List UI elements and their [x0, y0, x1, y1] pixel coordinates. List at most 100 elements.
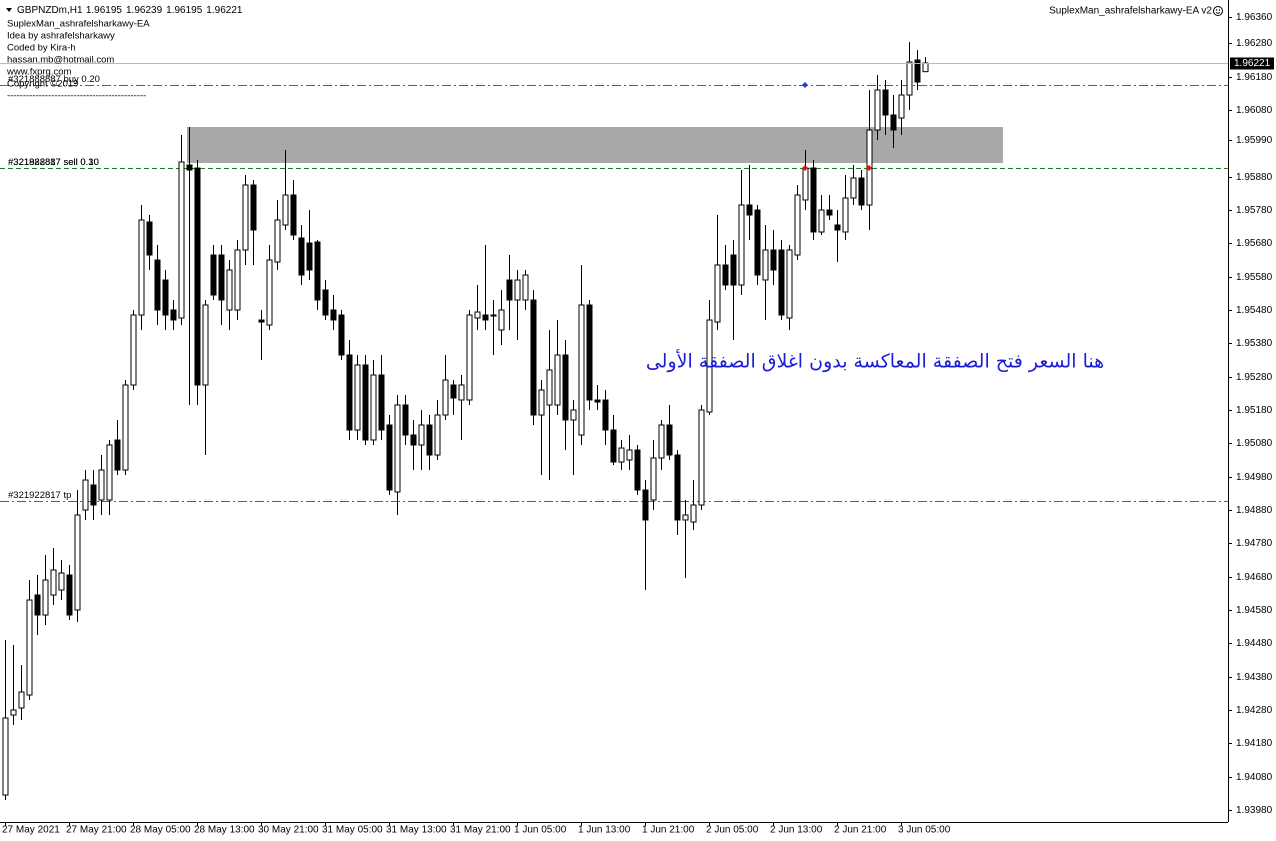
- candle-body: [810, 167, 817, 233]
- candle-body: [434, 414, 441, 456]
- candle-body: [722, 264, 729, 286]
- y-tick-label: 1.94280: [1236, 705, 1273, 716]
- x-tick-label: 30 May 21:00: [258, 825, 319, 836]
- candle-body: [314, 241, 321, 301]
- plot-area: #321888887 buy 0.20#321888887 sell 0.10#…: [0, 42, 1228, 800]
- candle-body: [706, 319, 713, 413]
- candle-body: [802, 167, 809, 201]
- candle-body: [26, 599, 33, 696]
- candle-body: [346, 354, 353, 431]
- candle-body: [674, 454, 681, 521]
- candle-body: [642, 489, 649, 521]
- candle-body: [658, 424, 665, 459]
- x-tick-label: 1 Jun 05:00: [514, 825, 567, 836]
- candle-body: [250, 184, 257, 231]
- candle-body: [218, 254, 225, 301]
- x-tick-label: 27 May 21:00: [66, 825, 127, 836]
- x-tick-label: 28 May 13:00: [194, 825, 255, 836]
- candle-body: [258, 319, 265, 323]
- candle-body: [530, 299, 537, 416]
- candle-body: [42, 579, 49, 616]
- info-line: www.fxprg.com: [6, 67, 71, 78]
- candle-body: [330, 309, 337, 321]
- candle-body: [738, 204, 745, 286]
- candle-body: [274, 219, 281, 263]
- candle-body: [690, 504, 697, 523]
- candle-body: [130, 314, 137, 386]
- y-tick-label: 1.95080: [1236, 438, 1273, 449]
- candle-body: [450, 384, 457, 399]
- candle-body: [178, 161, 185, 319]
- candle-body: [498, 309, 505, 331]
- candle-body: [10, 709, 17, 716]
- candle-body: [370, 374, 377, 441]
- candle-body: [482, 314, 489, 321]
- candle-body: [602, 399, 609, 431]
- candle-body: [466, 314, 473, 401]
- x-tick-label: 1 Jun 13:00: [578, 825, 631, 836]
- candle-body: [586, 304, 593, 401]
- candle-body: [562, 354, 569, 421]
- order-label: #321888887 buy 0.20: [8, 74, 100, 85]
- info-line: Coded by Kira-h: [7, 43, 76, 54]
- candle-body: [538, 389, 545, 416]
- candle-body: [554, 354, 561, 406]
- candle-body: [410, 434, 417, 446]
- candle-body: [890, 114, 897, 131]
- y-tick-label: 1.95780: [1236, 205, 1273, 216]
- candle-body: [122, 384, 129, 471]
- candle-body: [146, 221, 153, 256]
- candle-body: [354, 364, 361, 431]
- candle-body: [626, 449, 633, 461]
- candle-body: [2, 717, 9, 796]
- y-tick-label: 1.94780: [1236, 538, 1273, 549]
- candle-body: [826, 209, 833, 216]
- info-line: Idea by ashrafelsharkawy: [7, 31, 115, 42]
- candle-body: [898, 94, 905, 119]
- y-tick-label: 1.95680: [1236, 238, 1273, 249]
- x-tick-label: 2 Jun 13:00: [770, 825, 823, 836]
- menu-triangle[interactable]: [6, 8, 12, 12]
- y-tick-label: 1.96080: [1236, 105, 1273, 116]
- y-tick-label: 1.95480: [1236, 305, 1273, 316]
- candle-body: [618, 447, 625, 463]
- candle-body: [210, 254, 217, 296]
- trade-marker: [802, 165, 808, 171]
- candle-body: [426, 424, 433, 456]
- candle-body: [682, 514, 689, 521]
- candle-body: [378, 374, 385, 431]
- candle-body: [650, 457, 657, 501]
- y-tick-label: 1.95380: [1236, 338, 1273, 349]
- x-tick-label: 1 Jun 21:00: [642, 825, 695, 836]
- candle-body: [818, 209, 825, 233]
- candle-body: [594, 399, 601, 403]
- info-line: hassan.mb@hotmail.com: [7, 55, 114, 66]
- y-tick-label: 1.96180: [1236, 72, 1273, 83]
- candle-body: [522, 274, 529, 301]
- smiley: [1213, 6, 1223, 16]
- candle-body: [770, 249, 777, 271]
- y-tick-label: 1.94480: [1236, 638, 1273, 649]
- candle-body: [154, 259, 161, 311]
- candle-body: [170, 309, 177, 321]
- candle-body: [322, 289, 329, 316]
- zone: [187, 127, 1003, 163]
- y-tick-label: 1.95180: [1236, 405, 1273, 416]
- candle-body: [98, 469, 105, 501]
- candle-body: [362, 364, 369, 441]
- candle-body: [610, 429, 617, 463]
- y-tick-label: 1.94380: [1236, 672, 1273, 683]
- candle-body: [442, 379, 449, 416]
- x-tick-label: 31 May 21:00: [450, 825, 511, 836]
- candle-body: [578, 304, 585, 436]
- candle-body: [202, 304, 209, 386]
- bid-label: 1.96221: [1234, 58, 1271, 69]
- candle-body: [458, 384, 465, 401]
- candle-body: [34, 594, 41, 616]
- candle-body: [914, 59, 921, 83]
- candle-body: [58, 572, 65, 591]
- y-tick-label: 1.96280: [1236, 38, 1273, 49]
- candle-body: [874, 89, 881, 131]
- candle-body: [762, 249, 769, 281]
- candle-body: [546, 369, 553, 406]
